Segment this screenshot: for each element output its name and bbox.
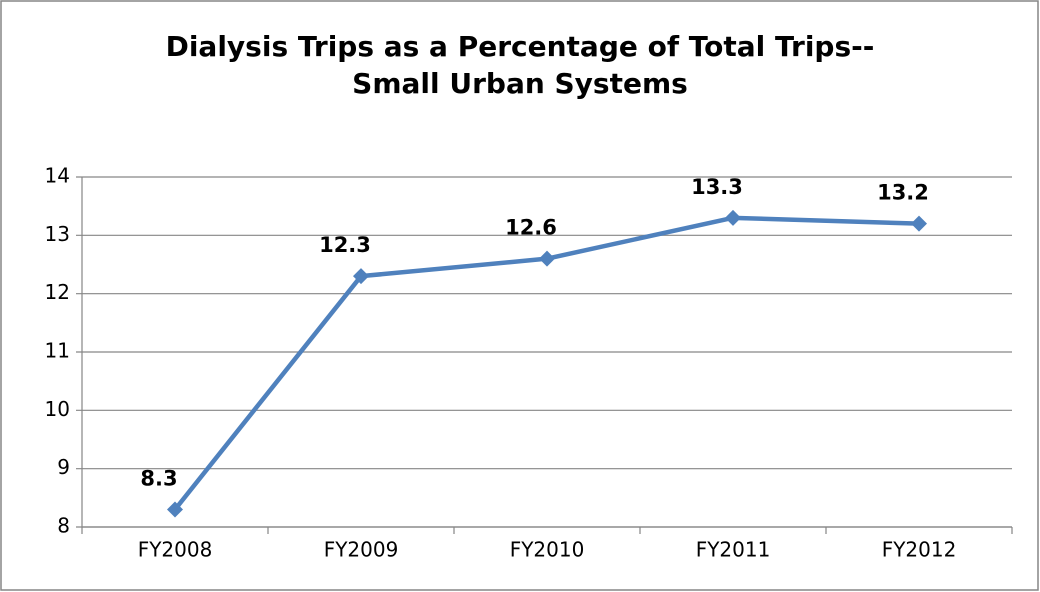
marker	[725, 209, 741, 226]
data-label: 12.3	[319, 233, 371, 257]
y-tick-label: 8	[57, 514, 70, 538]
marker	[539, 250, 555, 267]
data-label: 12.6	[505, 216, 557, 240]
x-tick-label: FY2011	[696, 538, 771, 562]
x-tick-label: FY2012	[882, 538, 957, 562]
data-label: 8.3	[140, 467, 177, 491]
x-tick-label: FY2009	[324, 538, 399, 562]
chart-title: Dialysis Trips as a Percentage of Total …	[165, 30, 875, 100]
marker	[167, 501, 183, 518]
marker	[911, 215, 927, 232]
x-tick-label: FY2010	[510, 538, 585, 562]
y-tick-label: 9	[57, 455, 70, 479]
x-tick-label: FY2008	[138, 538, 213, 562]
marker	[353, 268, 369, 285]
y-tick-label: 11	[45, 339, 70, 363]
y-tick-label: 13	[45, 222, 70, 246]
y-tick-label: 10	[45, 397, 70, 421]
y-tick-label: 14	[45, 164, 70, 188]
data-label: 13.3	[691, 175, 743, 199]
y-tick-label: 12	[45, 280, 70, 304]
data-label: 13.2	[877, 181, 929, 205]
